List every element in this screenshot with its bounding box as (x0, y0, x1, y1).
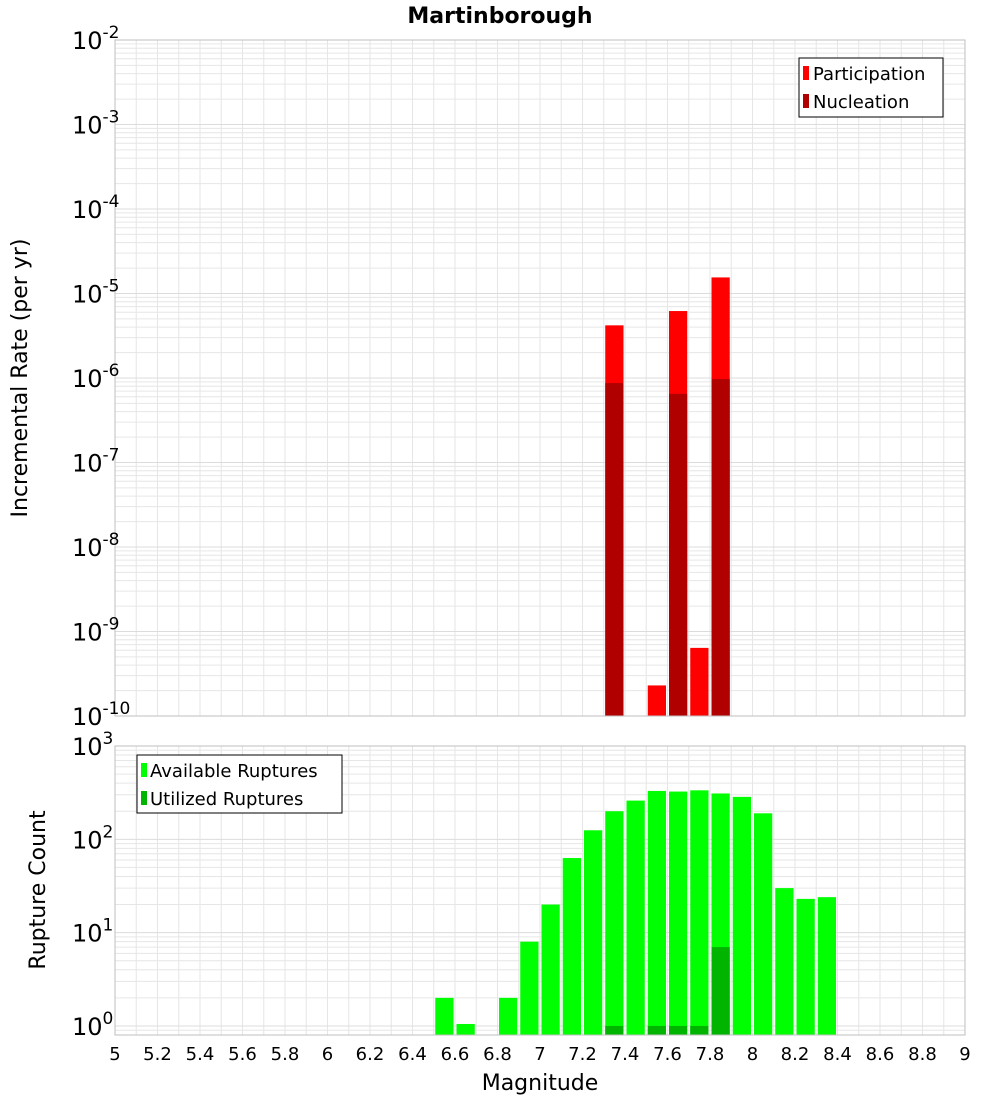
bar-nucleation (669, 393, 688, 716)
x-tick-label: 7.6 (653, 1044, 682, 1065)
top-y-tick-label: 10-6 (72, 361, 120, 393)
x-tick-label: 5.4 (186, 1044, 215, 1065)
top-grid (114, 39, 966, 717)
bottom-y-tick-label: 100 (72, 1009, 113, 1041)
top-y-axis-label: Incremental Rate (per yr) (8, 239, 33, 518)
bar-utilized-ruptures (647, 1025, 666, 1035)
top-y-tick-label: 10-7 (72, 446, 120, 478)
bar-available-ruptures (796, 898, 815, 1035)
legend-swatch-nucleation (803, 94, 809, 108)
bar-available-ruptures (584, 830, 603, 1035)
legend-swatch-available-ruptures (141, 763, 147, 777)
legend-label-nucleation: Nucleation (813, 92, 909, 113)
x-tick-label: 6.4 (398, 1044, 427, 1065)
x-tick-label: 5.2 (143, 1044, 172, 1065)
top-y-tick-label: 10-3 (72, 108, 120, 140)
bottom-plot-frame (114, 745, 966, 1036)
top-y-tick-labels: 10-2 10-3 10-4 10-5 10-6 10-7 10-8 10-9 10-10 (72, 23, 130, 731)
bar-utilized-ruptures (690, 1025, 709, 1035)
bar-available-ruptures (520, 941, 539, 1035)
bottom-y-axis-label: Rupture Count (26, 810, 51, 970)
bottom-y-tick-labels: 103 102 101 100 (72, 729, 113, 1041)
x-tick-label: 5.6 (228, 1044, 257, 1065)
top-y-tick-label: 10-10 (72, 699, 130, 731)
x-tick-label: 9 (959, 1044, 970, 1065)
legend-label-utilized-ruptures: Utilized Ruptures (150, 789, 303, 810)
legend-label-available-ruptures: Available Ruptures (150, 761, 318, 782)
bar-participation (647, 685, 666, 716)
x-axis-label: Magnitude (482, 1071, 599, 1096)
bar-available-ruptures (690, 790, 709, 1035)
bottom-y-tick-label: 101 (72, 916, 113, 948)
x-tick-labels: 5 5.2 5.4 5.6 5.8 6 6.2 6.4 6.6 6.8 7 7.2 7.4 7.6 7.8 8… (109, 1044, 970, 1065)
top-bars (605, 277, 730, 716)
bar-available-ruptures (817, 897, 836, 1035)
bar-available-ruptures (435, 997, 454, 1035)
x-tick-label: 5.8 (271, 1044, 300, 1065)
bar-utilized-ruptures (669, 1025, 688, 1035)
bar-available-ruptures (605, 811, 624, 1035)
top-legend: Participation Nucleation (798, 57, 944, 118)
x-tick-label: 7 (534, 1044, 545, 1065)
x-tick-label: 8 (747, 1044, 758, 1065)
x-tick-label: 6.2 (356, 1044, 385, 1065)
x-tick-label: 6.8 (483, 1044, 512, 1065)
top-y-tick-label: 10-9 (72, 615, 120, 647)
bar-participation (690, 647, 709, 716)
bar-available-ruptures (647, 790, 666, 1035)
bottom-y-tick-label: 103 (72, 729, 113, 761)
bottom-y-tick-label: 102 (72, 822, 113, 854)
top-plot-frame (114, 39, 966, 717)
bar-nucleation (605, 383, 624, 716)
top-y-tick-label: 10-2 (72, 23, 120, 55)
x-tick-label: 7.2 (568, 1044, 597, 1065)
legend-label-participation: Participation (813, 64, 925, 85)
bar-available-ruptures (562, 858, 581, 1035)
top-y-tick-label: 10-8 (72, 530, 120, 562)
bar-available-ruptures (626, 800, 645, 1035)
legend-swatch-utilized-ruptures (141, 791, 147, 805)
x-tick-label: 8.2 (781, 1044, 810, 1065)
bar-utilized-ruptures (605, 1025, 624, 1035)
bar-available-ruptures (775, 888, 794, 1035)
bottom-legend-box (136, 754, 343, 814)
bar-available-ruptures (499, 997, 518, 1035)
bottom-panel: 103 102 101 100 5 5.2 5.4 5.6 5.8 6 6.2 6.4 6.6 6.8 7… (26, 729, 971, 1096)
bar-available-ruptures (541, 904, 560, 1035)
bottom-bars (435, 790, 836, 1035)
x-tick-label: 6 (322, 1044, 333, 1065)
bar-utilized-ruptures (711, 947, 730, 1035)
top-legend-box (798, 57, 944, 118)
x-tick-label: 8.8 (908, 1044, 937, 1065)
top-panel: 10-2 10-3 10-4 10-5 10-6 10-7 10-8 10-9 10-10 In… (8, 23, 966, 731)
bottom-legend: Available Ruptures Utilized Ruptures (136, 754, 343, 814)
x-tick-label: 8.4 (823, 1044, 852, 1065)
chart-title: Martinborough (407, 4, 592, 29)
x-tick-label: 7.4 (611, 1044, 640, 1065)
bar-available-ruptures (456, 1023, 475, 1035)
bar-available-ruptures (732, 796, 751, 1035)
top-y-tick-label: 10-5 (72, 277, 120, 309)
x-tick-label: 6.6 (441, 1044, 470, 1065)
bar-available-ruptures (669, 791, 688, 1035)
x-tick-label: 7.8 (696, 1044, 725, 1065)
top-y-tick-label: 10-4 (72, 192, 120, 224)
x-tick-label: 5 (109, 1044, 120, 1065)
legend-swatch-participation (803, 66, 809, 80)
bar-nucleation (711, 379, 730, 716)
x-tick-label: 8.6 (866, 1044, 895, 1065)
bar-available-ruptures (754, 813, 773, 1035)
